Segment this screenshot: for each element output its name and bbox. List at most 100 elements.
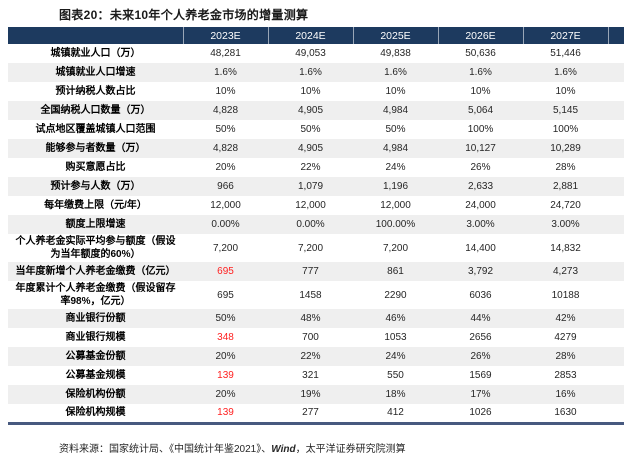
source-note-text: 资料来源：国家统计局、《中国统计年鉴2021》、 bbox=[59, 444, 272, 455]
row-sliver bbox=[608, 120, 624, 139]
row-sliver bbox=[608, 44, 624, 63]
row-sliver bbox=[608, 234, 624, 262]
cell: 139 bbox=[217, 370, 234, 381]
header-row: 2023E 2024E 2025E 2026E 2027E bbox=[8, 27, 624, 44]
cell: 42% bbox=[555, 313, 576, 324]
cell: 1.6% bbox=[469, 67, 492, 78]
cell: 51,446 bbox=[550, 48, 581, 59]
cell: 1458 bbox=[299, 289, 322, 301]
header-2026e: 2026E bbox=[437, 27, 523, 44]
cell: 10,127 bbox=[465, 143, 496, 154]
row-sliver bbox=[608, 196, 624, 215]
table-row: 预计参与人数（万） 966 1,079 1,196 2,633 2,881 bbox=[8, 177, 624, 196]
table-row: 个人养老金实际平均参与额度（假设为当年额度的60%） 7,200 7,200 7,20… bbox=[8, 234, 624, 262]
table-row: 城镇就业人口增速 1.6% 1.6% 1.6% 1.6% 1.6% bbox=[8, 63, 624, 82]
cell: 1,079 bbox=[297, 181, 324, 192]
table-row: 当年度新增个人养老金缴费（亿元） 695 777 861 3,792 4,273 bbox=[8, 262, 624, 281]
cell: 2290 bbox=[384, 289, 407, 301]
row-sliver bbox=[608, 385, 624, 404]
cell: 46% bbox=[385, 313, 406, 324]
table-row: 商业银行规模 348 700 1053 2656 4279 bbox=[8, 328, 624, 347]
cell: 12,000 bbox=[295, 200, 326, 211]
row-label: 保险机构规模 bbox=[65, 407, 126, 419]
row-sliver bbox=[608, 309, 624, 328]
row-label: 公募基金份额 bbox=[65, 351, 126, 362]
cell: 20% bbox=[215, 162, 236, 173]
cell: 10188 bbox=[551, 289, 580, 301]
cell: 100% bbox=[467, 124, 494, 135]
cell: 20% bbox=[215, 351, 236, 362]
source-note-suffix: ，太平洋证券研究院测算 bbox=[295, 444, 406, 455]
row-sliver bbox=[608, 139, 624, 158]
cell: 28% bbox=[555, 351, 576, 362]
header-2023e: 2023E bbox=[182, 27, 268, 44]
cell: 20% bbox=[215, 389, 236, 400]
table-row: 保险机构规模 139 277 412 1026 1630 bbox=[8, 404, 624, 423]
cell: 19% bbox=[300, 389, 321, 400]
row-label: 预计纳税人数占比 bbox=[55, 86, 136, 97]
cell: 26% bbox=[470, 351, 491, 362]
table-row: 购买意愿占比 20% 22% 24% 26% 28% bbox=[8, 158, 624, 177]
table-row: 商业银行份额 50% 48% 46% 44% 42% bbox=[8, 309, 624, 328]
cell: 348 bbox=[217, 332, 234, 343]
figure-title: 图表20：未来10年个人养老金市场的增量测算 bbox=[59, 8, 309, 22]
cell: 4,905 bbox=[297, 143, 324, 154]
row-label: 城镇就业人口增速 bbox=[55, 67, 136, 78]
cell: 321 bbox=[302, 370, 319, 381]
cell: 6036 bbox=[469, 289, 492, 301]
row-label: 个人养老金实际平均参与额度（假设为当年额度的60%） bbox=[15, 236, 176, 260]
cell: 7,200 bbox=[212, 242, 239, 254]
row-sliver bbox=[608, 63, 624, 82]
cell: 1,196 bbox=[382, 181, 409, 192]
cell: 22% bbox=[300, 162, 321, 173]
cell: 412 bbox=[387, 407, 404, 419]
cell: 49,053 bbox=[295, 48, 326, 59]
row-label: 城镇就业人口（万） bbox=[50, 48, 141, 59]
row-label: 试点地区覆盖城镇人口范围 bbox=[35, 124, 156, 135]
cell: 17% bbox=[470, 389, 491, 400]
cell: 24% bbox=[385, 351, 406, 362]
cell: 4,984 bbox=[382, 143, 409, 154]
header-sliver bbox=[607, 27, 624, 44]
cell: 10,289 bbox=[550, 143, 581, 154]
row-label: 购买意愿占比 bbox=[65, 162, 126, 173]
cell: 100.00% bbox=[375, 219, 416, 230]
cell: 14,832 bbox=[550, 242, 581, 254]
cell: 10% bbox=[215, 86, 236, 97]
row-sliver bbox=[608, 347, 624, 366]
row-label: 年度累计个人养老金缴费（假设留存率98%，亿元） bbox=[15, 283, 176, 307]
cell: 49,838 bbox=[380, 48, 411, 59]
cell: 5,064 bbox=[467, 105, 494, 116]
cell: 50% bbox=[385, 124, 406, 135]
row-sliver bbox=[608, 158, 624, 177]
row-sliver bbox=[608, 328, 624, 347]
table-row: 年度累计个人养老金缴费（假设留存率98%，亿元） 695 1458 2290 6036 1… bbox=[8, 281, 624, 309]
cell: 7,200 bbox=[382, 242, 409, 254]
cell: 7,200 bbox=[297, 242, 324, 254]
row-label: 保险机构份额 bbox=[65, 389, 126, 400]
cell: 861 bbox=[387, 266, 404, 277]
cell: 50,636 bbox=[465, 48, 496, 59]
cell: 12,000 bbox=[380, 200, 411, 211]
row-label: 预计参与人数（万） bbox=[50, 181, 141, 192]
cell: 277 bbox=[302, 407, 319, 419]
cell: 28% bbox=[555, 162, 576, 173]
table-row: 试点地区覆盖城镇人口范围 50% 50% 50% 100% 100% bbox=[8, 120, 624, 139]
estimation-table: 2023E 2024E 2025E 2026E 2027E 城镇就业人口（万） 4… bbox=[8, 27, 624, 425]
cell: 14,400 bbox=[465, 242, 496, 254]
row-label: 全国纳税人口数量（万） bbox=[40, 105, 151, 116]
cell: 4,273 bbox=[552, 266, 579, 277]
header-2024e: 2024E bbox=[267, 27, 353, 44]
cell: 10% bbox=[300, 86, 321, 97]
cell: 26% bbox=[470, 162, 491, 173]
cell: 12,000 bbox=[210, 200, 241, 211]
cell: 1630 bbox=[554, 407, 577, 419]
row-label: 商业银行规模 bbox=[65, 332, 126, 343]
table-row: 公募基金规模 139 321 550 1569 2853 bbox=[8, 366, 624, 385]
table-row: 公募基金份额 20% 22% 24% 26% 28% bbox=[8, 347, 624, 366]
row-sliver bbox=[608, 404, 624, 423]
cell: 2656 bbox=[469, 332, 492, 343]
table-row: 全国纳税人口数量（万） 4,828 4,905 4,984 5,064 5,145 bbox=[8, 101, 624, 120]
row-label: 商业银行份额 bbox=[65, 313, 126, 324]
table-body: 城镇就业人口（万） 48,281 49,053 49,838 50,636 51,446 城… bbox=[8, 44, 624, 423]
